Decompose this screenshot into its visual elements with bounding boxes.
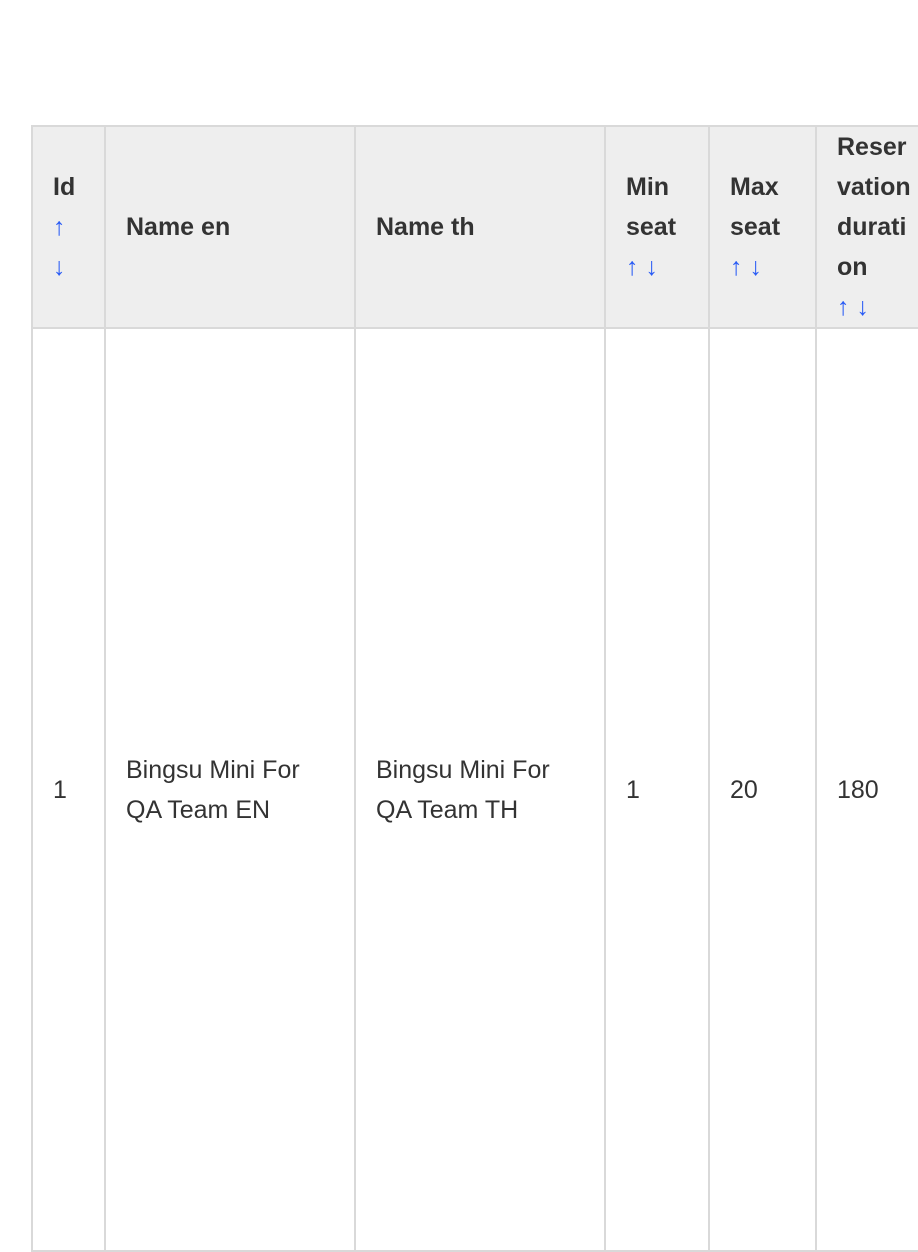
column-header-id: Id ↑ ↓ xyxy=(31,125,106,329)
header-row: Id ↑ ↓ Name en Name th Min seat ↑ ↓ Max … xyxy=(31,125,918,329)
sort-ascending-icon[interactable]: ↑ xyxy=(837,293,850,321)
sort-ascending-icon[interactable]: ↑ xyxy=(730,253,743,281)
data-table: Id ↑ ↓ Name en Name th Min seat ↑ ↓ Max … xyxy=(31,125,918,1252)
cell-min-seat: 1 xyxy=(604,327,710,1252)
cell-reservation-duration: 180 xyxy=(815,327,918,1252)
header-label: Name th xyxy=(376,213,475,241)
sort-descending-icon[interactable]: ↓ xyxy=(749,253,762,281)
header-label: Min seat xyxy=(626,173,677,241)
header-label: Reservation duration xyxy=(837,133,911,281)
cell-id: 1 xyxy=(31,327,106,1252)
column-header-name-th: Name th xyxy=(354,125,606,329)
header-label: Id xyxy=(53,173,76,201)
cell-max-seat: 20 xyxy=(708,327,817,1252)
sort-descending-icon[interactable]: ↓ xyxy=(856,293,869,321)
cell-name-th: Bingsu Mini For QA Team TH xyxy=(354,327,606,1252)
sort-ascending-icon[interactable]: ↑ xyxy=(626,253,639,281)
header-label: Max seat xyxy=(730,173,781,241)
sort-ascending-icon[interactable]: ↑ xyxy=(53,213,66,241)
table-row: 1 Bingsu Mini For QA Team EN Bingsu Mini… xyxy=(31,327,918,1252)
cell-name-en: Bingsu Mini For QA Team EN xyxy=(104,327,356,1252)
column-header-max-seat: Max seat ↑ ↓ xyxy=(708,125,817,329)
column-header-name-en: Name en xyxy=(104,125,356,329)
column-header-reservation-duration: Reservation duration ↑ ↓ xyxy=(815,125,918,329)
sort-descending-icon[interactable]: ↓ xyxy=(645,253,658,281)
sort-descending-icon[interactable]: ↓ xyxy=(53,253,66,281)
header-label: Name en xyxy=(126,213,231,241)
column-header-min-seat: Min seat ↑ ↓ xyxy=(604,125,710,329)
